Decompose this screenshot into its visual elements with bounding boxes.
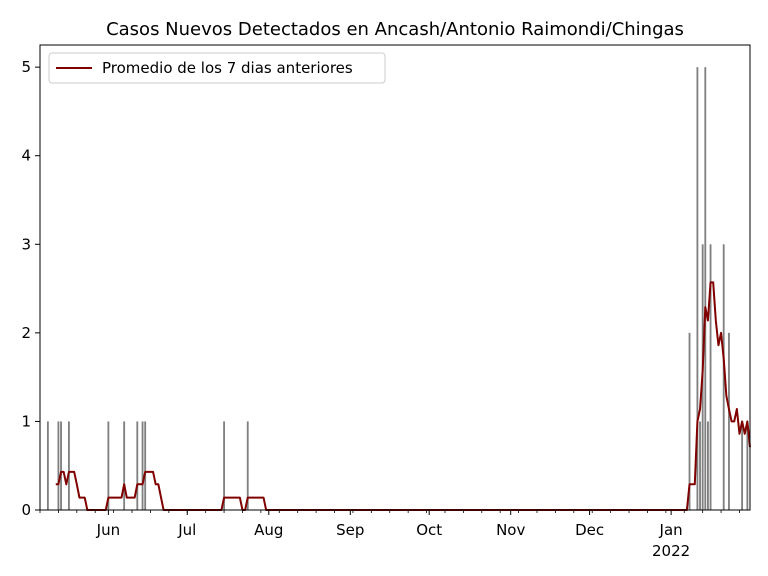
legend-box [48, 52, 386, 84]
bar-17 [709, 244, 712, 511]
bar-10 [246, 421, 249, 510]
legend-label: Promedio de los 7 dias anteriores [102, 59, 353, 77]
y-tick-label-0: 0 [21, 501, 31, 519]
bar-20 [741, 421, 744, 510]
x-tick-label-6: Dec [575, 521, 604, 539]
bar-5 [123, 421, 126, 510]
bar-13 [699, 421, 701, 510]
bar-12 [696, 67, 699, 510]
bar-8 [144, 421, 147, 510]
line-series [55, 281, 751, 511]
bar-0 [46, 421, 49, 510]
plot-frame [39, 44, 751, 511]
bar-2 [60, 421, 62, 510]
y-tick-label-4: 4 [21, 147, 31, 165]
y-tick-label-2: 2 [21, 324, 31, 342]
bar-21 [746, 421, 749, 510]
bar-4 [107, 421, 110, 510]
bar-1 [57, 421, 60, 510]
chart-title: Casos Nuevos Detectados en Ancash/Antoni… [106, 19, 684, 40]
x-tick-label-7: Jan [659, 521, 683, 539]
x-tick-sublabel-7: 2022 [652, 542, 690, 560]
x-tick-label-4: Oct [416, 521, 442, 539]
y-tick-label-3: 3 [21, 235, 31, 253]
x-tick-label-2: Aug [254, 521, 283, 539]
x-tick-label-1: Jul [177, 521, 196, 539]
bar-series [46, 67, 749, 511]
legend: Promedio de los 7 dias anteriores [48, 52, 386, 84]
bar-15 [704, 67, 707, 510]
average-line [55, 281, 751, 511]
bar-7 [141, 421, 144, 510]
y-tick-label-5: 5 [21, 58, 31, 76]
x-tick-label-5: Nov [496, 521, 525, 539]
bar-16 [707, 421, 709, 510]
bar-6 [136, 421, 139, 510]
x-tick-label-3: Sep [336, 521, 364, 539]
bar-3 [68, 421, 70, 510]
bar-19 [728, 332, 730, 510]
bar-18 [722, 244, 725, 511]
axes: 0 1 2 3 4 5 Jun Jul Aug Sep Oct Nov Dec Jan 2022 [21, 44, 751, 560]
y-tick-label-1: 1 [21, 412, 31, 430]
x-tick-label-0: Jun [96, 521, 120, 539]
bar-11 [688, 332, 691, 510]
bar-9 [223, 421, 225, 510]
